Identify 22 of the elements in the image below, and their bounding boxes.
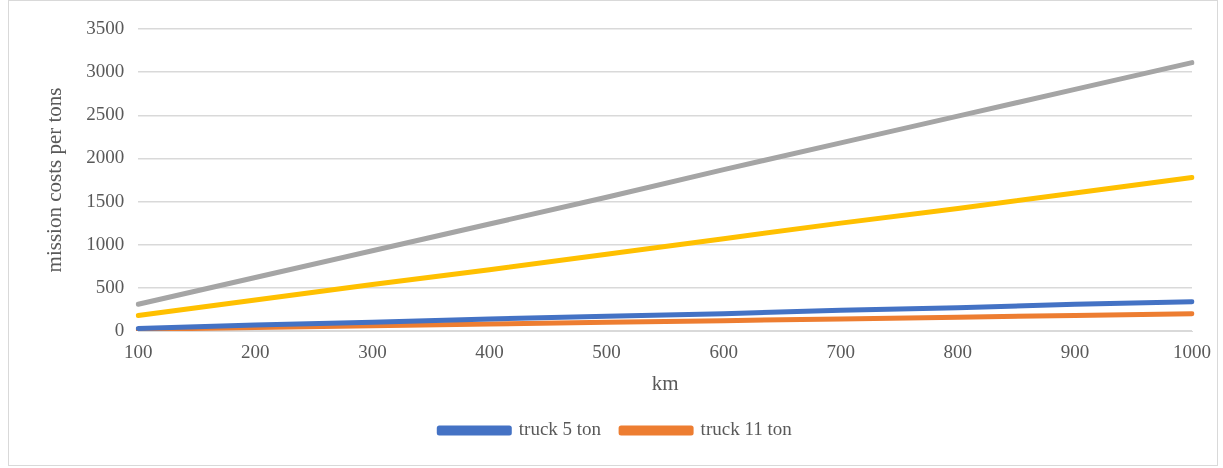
y-tick-label: 3000 [86,60,125,82]
x-tick-label: 800 [943,341,973,363]
y-tick-label: 3500 [86,16,125,38]
y-tick-label: 1500 [86,189,125,211]
x-tick-label: 200 [241,341,270,363]
y-tick-label: 2000 [86,146,125,168]
x-tick-label: 500 [592,341,621,363]
x-tick-label: 300 [358,341,387,363]
x-tick-label: 900 [1060,341,1090,363]
legend-label: truck 5 ton [518,418,602,440]
x-tick-label: 600 [709,341,738,363]
x-tick-label: 1000 [1173,341,1211,363]
y-tick-label: 2500 [86,103,125,125]
y-axis-title: mission costs per tons [42,87,67,273]
x-tick-label: 400 [475,341,504,363]
x-axis-title: km [651,370,679,395]
x-tick-label: 100 [123,341,153,363]
legend-label: truck 11 ton [700,418,793,440]
y-tick-label: 500 [95,275,125,297]
x-tick-label: 700 [826,341,855,363]
y-tick-label: 0 [114,318,125,340]
y-tick-label: 1000 [86,232,125,254]
